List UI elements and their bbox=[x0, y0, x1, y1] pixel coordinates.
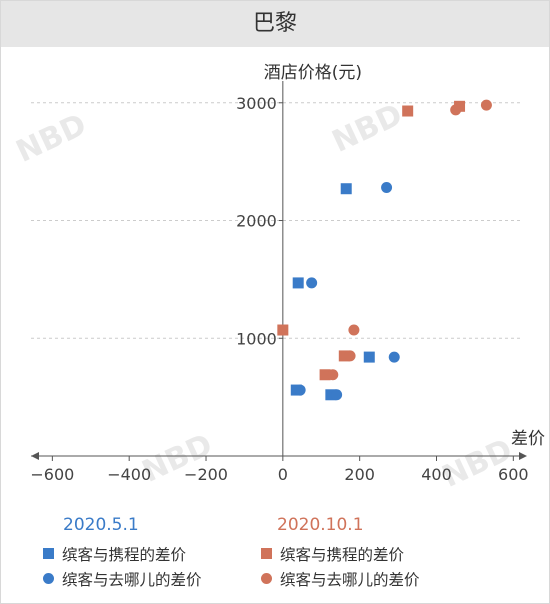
data-point-circle bbox=[306, 277, 318, 289]
axes: 1000 2000 3000 −600 −400 −200 0 200 400 600 酒店价格(元… bbox=[30, 63, 545, 484]
data-point-circle bbox=[388, 351, 400, 363]
chart-title: 巴黎 bbox=[252, 11, 297, 36]
data-point-square bbox=[402, 105, 414, 117]
data-point-square bbox=[319, 369, 331, 381]
legend-group-may: 2020.5.1 缤客与携程的差价 缤客与去哪儿的差价 bbox=[43, 515, 202, 591]
x-tick-label: 0 bbox=[278, 465, 288, 484]
legend-period-label: 2020.5.1 bbox=[63, 515, 139, 535]
scatter-plot: 1000 2000 3000 −600 −400 −200 0 200 400 600 酒店价格(元… bbox=[30, 63, 545, 484]
y-axis-label: 酒店价格(元) bbox=[264, 63, 362, 83]
legend-item-label: 缤客与携程的差价 bbox=[62, 545, 187, 564]
data-point-circle bbox=[450, 104, 462, 116]
data-point-circle bbox=[331, 389, 343, 401]
x-tick-label: −200 bbox=[184, 465, 228, 484]
legend-item: 缤客与去哪儿的差价 bbox=[261, 566, 420, 591]
x-axis-label: 差价 bbox=[511, 429, 545, 449]
legend-item: 缤客与携程的差价 bbox=[261, 541, 420, 566]
data-point-circle bbox=[381, 182, 393, 194]
legend-group-oct: 2020.10.1 缤客与携程的差价 缤客与去哪儿的差价 bbox=[261, 515, 420, 591]
data-point-square bbox=[325, 389, 337, 401]
data-point-square bbox=[340, 183, 352, 195]
x-tick-label: −400 bbox=[107, 465, 151, 484]
data-point-square bbox=[338, 350, 350, 362]
legend-item-label: 缤客与去哪儿的差价 bbox=[280, 570, 420, 589]
legend-item: 缤客与去哪儿的差价 bbox=[43, 566, 202, 591]
gridlines bbox=[31, 102, 523, 339]
data-point-square bbox=[292, 277, 304, 289]
x-tick-label: 400 bbox=[421, 465, 452, 484]
data-point-square bbox=[363, 351, 375, 363]
y-tick-label: 2000 bbox=[236, 212, 277, 231]
square-marker-icon bbox=[261, 548, 272, 559]
data-point-circle bbox=[348, 324, 360, 336]
y-tick-label: 3000 bbox=[236, 94, 277, 113]
data-point-circle bbox=[327, 369, 339, 381]
legend-item-label: 缤客与携程的差价 bbox=[280, 545, 405, 564]
y-tick-label: 1000 bbox=[236, 329, 277, 348]
circle-marker-icon bbox=[43, 573, 54, 584]
data-point-circle bbox=[294, 384, 306, 396]
x-axis-left-arrow-icon bbox=[31, 452, 39, 460]
legend-period-label: 2020.10.1 bbox=[277, 515, 364, 535]
data-point-square bbox=[277, 324, 289, 336]
data-point-circle bbox=[480, 99, 492, 111]
circle-marker-icon bbox=[261, 573, 272, 584]
x-tick-label: 600 bbox=[498, 465, 529, 484]
legend-item-label: 缤客与去哪儿的差价 bbox=[62, 570, 202, 589]
data-point-circle bbox=[344, 350, 356, 362]
legend-item: 缤客与携程的差价 bbox=[43, 541, 202, 566]
header-bar: 巴黎 bbox=[1, 1, 549, 47]
data-points bbox=[277, 99, 492, 401]
x-axis-right-arrow-icon bbox=[519, 452, 527, 460]
square-marker-icon bbox=[43, 548, 54, 559]
x-tick-label: 200 bbox=[344, 465, 375, 484]
x-tick-label: −600 bbox=[30, 465, 74, 484]
